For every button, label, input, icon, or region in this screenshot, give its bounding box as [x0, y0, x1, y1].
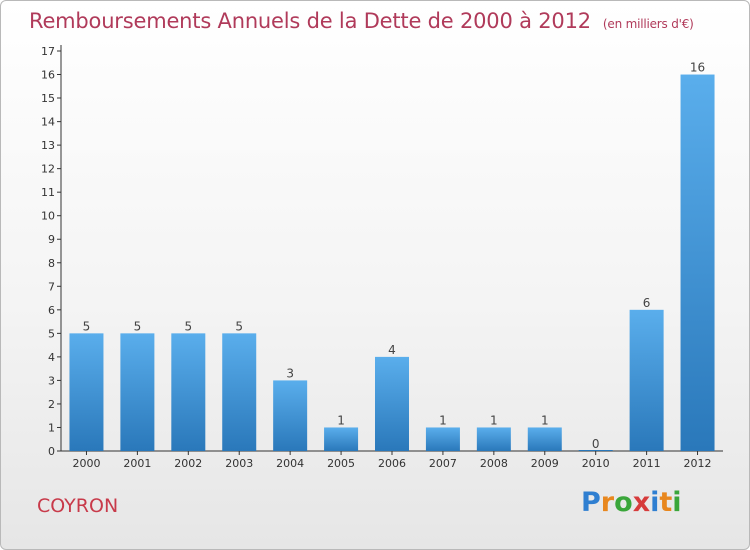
- bar-2010: [578, 450, 613, 451]
- x-tick-label-2001: 2001: [123, 457, 151, 470]
- y-tick-label: 11: [41, 186, 55, 199]
- bar-2005: [324, 427, 359, 451]
- logo-letter: i: [672, 487, 682, 518]
- logo-letter: r: [600, 487, 615, 518]
- y-tick-label: 4: [48, 351, 55, 364]
- data-label-2008: 1: [490, 413, 498, 427]
- x-tick-label-2007: 2007: [429, 457, 457, 470]
- proxiti-logo[interactable]: Proxiti: [581, 487, 682, 518]
- x-tick-label-2000: 2000: [72, 457, 100, 470]
- y-tick-label: 13: [41, 139, 55, 152]
- chart-title: Remboursements Annuels de la Dette de 20…: [29, 9, 694, 33]
- x-tick-label-2012: 2012: [684, 457, 712, 470]
- data-label-2001: 5: [134, 319, 142, 333]
- x-tick-label-2010: 2010: [582, 457, 610, 470]
- unit-note: (en milliers d'€): [602, 17, 694, 31]
- data-label-2010: 0: [592, 437, 600, 451]
- bars: [69, 74, 715, 451]
- y-tick-label: 7: [48, 280, 55, 293]
- logo-letter: t: [659, 487, 673, 518]
- labels: 2000 5 2001 5 2002 5 2003 5 2004 3 2005 1 2006 4 2007 1…: [72, 61, 711, 470]
- data-label-2009: 1: [541, 413, 549, 427]
- x-tick-label-2009: 2009: [531, 457, 559, 470]
- y-tick-label: 6: [48, 304, 55, 317]
- y-tick-label: 17: [41, 45, 55, 58]
- x-tick-label-2011: 2011: [633, 457, 661, 470]
- data-label-2005: 1: [337, 413, 345, 427]
- y-tick-label: 1: [48, 421, 55, 434]
- bar-2003: [222, 333, 257, 451]
- chart-title-text: Remboursements Annuels de la Dette de 20…: [29, 9, 591, 33]
- x-tick-label-2004: 2004: [276, 457, 304, 470]
- y-tick-label: 14: [41, 116, 55, 129]
- y-tick-label: 10: [41, 210, 55, 223]
- commune-name: COYRON: [37, 495, 119, 517]
- data-label-2002: 5: [184, 319, 192, 333]
- y-tick-label: 2: [48, 398, 55, 411]
- x-tick-label-2005: 2005: [327, 457, 355, 470]
- data-label-2000: 5: [83, 319, 91, 333]
- logo-letter: P: [581, 487, 601, 518]
- data-label-2006: 4: [388, 343, 396, 357]
- bar-2001: [120, 333, 155, 451]
- x-tick-label-2006: 2006: [378, 457, 406, 470]
- bar-2012: [680, 74, 715, 451]
- bar-2006: [375, 356, 409, 451]
- y-tick-label: 15: [41, 92, 55, 105]
- x-tick-label-2003: 2003: [225, 457, 253, 470]
- logo-letter: i: [650, 487, 660, 518]
- bar-2004: [273, 380, 308, 451]
- bar-2011: [629, 309, 664, 451]
- bar-2002: [171, 333, 206, 451]
- bar-2000: [69, 333, 104, 451]
- bar-2007: [425, 427, 460, 451]
- data-label-2003: 5: [235, 319, 243, 333]
- y-tick-label: 16: [41, 69, 55, 82]
- data-label-2012: 16: [690, 61, 705, 75]
- y-tick-label: 9: [48, 233, 55, 246]
- x-tick-label-2002: 2002: [174, 457, 202, 470]
- data-label-2011: 6: [643, 296, 651, 310]
- x-tick-label-2008: 2008: [480, 457, 508, 470]
- y-tick-label: 0: [48, 445, 55, 458]
- data-label-2007: 1: [439, 413, 447, 427]
- y-tick-label: 8: [48, 257, 55, 270]
- bar-2009: [527, 427, 562, 451]
- logo-letter: o: [614, 487, 633, 518]
- y-tick-label: 5: [48, 327, 55, 340]
- logo-letter: x: [632, 487, 651, 518]
- y-tick-label: 12: [41, 163, 55, 176]
- bar-2008: [476, 427, 511, 451]
- y-tick-label: 3: [48, 374, 55, 387]
- data-label-2004: 3: [286, 366, 294, 380]
